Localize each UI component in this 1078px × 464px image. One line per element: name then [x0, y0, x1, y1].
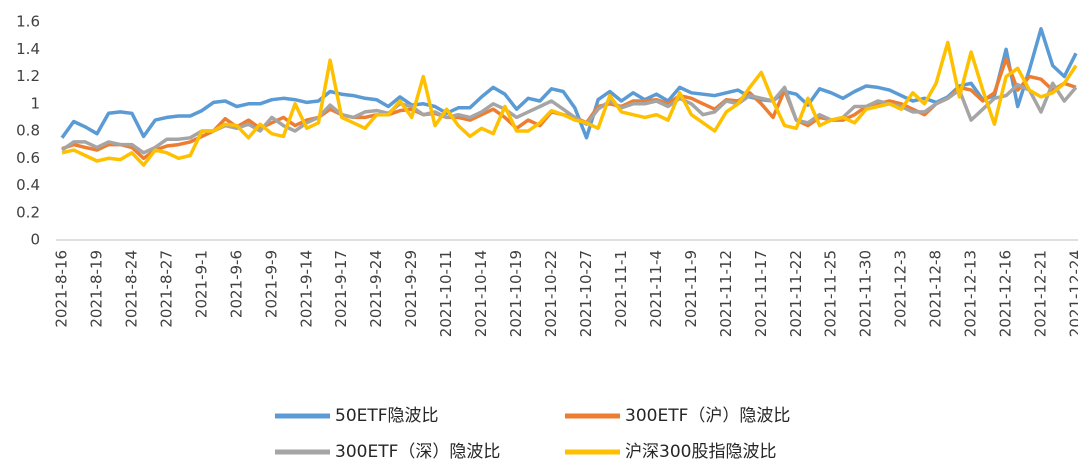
x-tick-label: 2021-11-25	[822, 250, 840, 337]
legend-label: 50ETF隐波比	[335, 406, 439, 426]
x-tick-label: 2021-8-24	[122, 250, 140, 328]
x-tick-label: 2021-10-11	[437, 250, 455, 337]
x-tick-label: 2021-11-1	[612, 250, 630, 328]
x-tick-label: 2021-9-1	[192, 250, 210, 318]
y-tick-label: 1	[30, 94, 40, 112]
x-tick-label: 2021-12-21	[1032, 250, 1050, 337]
x-tick-label: 2021-9-29	[402, 250, 420, 328]
x-tick-label: 2021-12-24	[1067, 250, 1078, 337]
x-tick-label: 2021-9-17	[332, 250, 350, 328]
x-tick-label: 2021-10-14	[472, 250, 490, 337]
y-tick-label: 0.6	[16, 149, 40, 167]
x-tick-label: 2021-10-19	[507, 250, 525, 337]
x-tick-label: 2021-11-30	[857, 250, 875, 337]
x-tick-label: 2021-8-16	[53, 250, 71, 328]
legend-label: 300ETF（沪）隐波比	[625, 406, 790, 426]
x-tick-label: 2021-11-22	[787, 250, 805, 337]
series-line	[61, 57, 1077, 161]
x-tick-label: 2021-12-3	[892, 250, 910, 328]
y-tick-label: 1.6	[16, 13, 40, 31]
x-tick-label: 2021-12-13	[962, 250, 980, 337]
x-tick-label: 2021-12-16	[997, 250, 1015, 337]
x-tick-label: 2021-11-12	[717, 250, 735, 337]
x-tick-label: 2021-12-8	[927, 250, 945, 328]
x-tick-label: 2021-10-27	[577, 250, 595, 337]
series-line	[60, 27, 1078, 140]
y-tick-label: 0.4	[16, 176, 40, 194]
series-line	[61, 40, 1078, 167]
x-tick-label: 2021-11-4	[647, 250, 665, 328]
x-tick-label: 2021-9-6	[227, 250, 245, 318]
y-tick-label: 1.4	[16, 40, 40, 58]
x-tick-label: 2021-11-17	[752, 250, 770, 337]
legend-label: 沪深300股指隐波比	[625, 442, 776, 462]
series-line	[60, 81, 1078, 155]
x-tick-label: 2021-9-14	[297, 250, 315, 328]
y-tick-label: 0.2	[16, 203, 40, 221]
y-tick-label: 0	[30, 231, 40, 249]
x-tick-label: 2021-9-9	[262, 250, 280, 318]
x-tick-label: 2021-8-27	[157, 250, 175, 328]
y-tick-label: 1.2	[16, 67, 40, 85]
x-tick-label: 2021-10-22	[542, 250, 560, 337]
legend-label: 300ETF（深）隐波比	[335, 442, 500, 462]
x-tick-label: 2021-8-19	[87, 250, 105, 328]
y-tick-label: 0.8	[16, 122, 40, 140]
x-tick-label: 2021-11-9	[682, 250, 700, 328]
x-tick-label: 2021-9-24	[367, 250, 385, 328]
